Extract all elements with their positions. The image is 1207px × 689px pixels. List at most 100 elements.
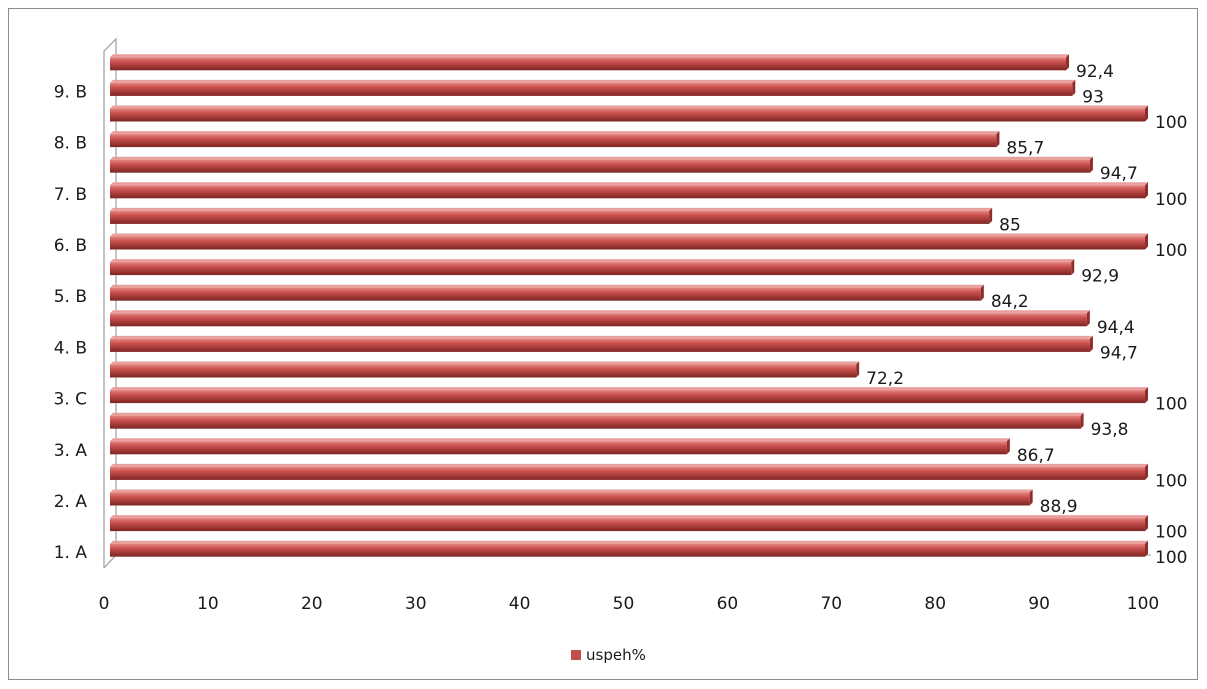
data-label: 100	[1155, 471, 1187, 491]
bar-end	[1066, 54, 1070, 71]
legend: uspeh%	[571, 646, 646, 664]
bar	[110, 463, 1148, 480]
x-tick-label: 10	[197, 594, 219, 614]
bar	[110, 156, 1093, 173]
data-label: 100	[1155, 523, 1187, 543]
bar-end	[996, 131, 1000, 148]
category-label: 8. B	[54, 134, 87, 154]
data-label: 88,9	[1040, 497, 1078, 517]
bar	[110, 233, 1148, 250]
bar-top	[110, 105, 1148, 109]
bar-top	[110, 259, 1075, 263]
bar-end	[980, 284, 984, 301]
bar-top	[110, 463, 1148, 467]
bar-end	[1145, 515, 1148, 532]
category-label: 4. B	[54, 338, 87, 358]
bar	[110, 310, 1090, 327]
bar-end	[1145, 182, 1148, 199]
bar-front	[110, 543, 1145, 557]
bar	[110, 361, 860, 378]
data-label: 85,7	[1006, 139, 1044, 159]
bar-front	[110, 236, 1145, 250]
bar	[110, 284, 984, 301]
bar-top	[110, 233, 1148, 237]
bar-end	[1089, 335, 1093, 352]
bar-front	[110, 313, 1087, 327]
bar-front	[110, 492, 1030, 506]
bar-front	[110, 57, 1067, 71]
bar-end	[1089, 156, 1093, 173]
legend-label: uspeh%	[586, 646, 646, 664]
data-label: 84,2	[991, 292, 1029, 312]
data-label: 86,7	[1017, 446, 1055, 466]
bar	[110, 387, 1148, 404]
bar-end	[989, 207, 993, 224]
bar-end	[1145, 233, 1148, 250]
bar-front	[110, 82, 1073, 96]
bar-front	[110, 364, 857, 378]
data-label: 94,7	[1100, 343, 1138, 363]
bar-top	[110, 54, 1070, 58]
bar	[110, 489, 1033, 506]
data-label: 92,9	[1081, 267, 1119, 287]
data-label: 100	[1155, 241, 1187, 261]
bar-end	[1006, 438, 1010, 455]
data-label: 92,4	[1076, 62, 1114, 82]
bar-front	[110, 185, 1145, 199]
bar	[110, 79, 1076, 96]
bar-front	[110, 338, 1090, 352]
data-label: 100	[1155, 190, 1187, 210]
bar-end	[856, 361, 860, 378]
x-tick-label: 70	[820, 594, 842, 614]
bar-end	[1145, 105, 1148, 122]
category-label: 1. A	[54, 543, 88, 563]
bar-front	[110, 287, 981, 301]
bar	[110, 259, 1075, 276]
bar-front	[110, 159, 1090, 173]
bar-top	[110, 412, 1084, 416]
bar-top	[110, 438, 1010, 442]
bars-layer	[110, 54, 1148, 557]
data-label: 93,8	[1091, 420, 1129, 440]
bar-top	[110, 156, 1093, 160]
bar-top	[110, 515, 1148, 519]
bar	[110, 412, 1084, 429]
x-tick-label: 40	[509, 594, 531, 614]
bar-top	[110, 335, 1093, 339]
x-tick-label: 90	[1028, 594, 1050, 614]
bar-end	[1071, 259, 1075, 276]
category-label: 3. A	[54, 441, 88, 461]
bar-end	[1080, 412, 1084, 429]
bar-top	[110, 207, 993, 211]
x-tick-label: 0	[99, 594, 110, 614]
bar-front	[110, 134, 997, 148]
data-label: 100	[1155, 548, 1187, 568]
data-label: 100	[1155, 395, 1187, 415]
x-tick-label: 60	[717, 594, 739, 614]
x-tick-label: 80	[924, 594, 946, 614]
category-label: 5. B	[54, 287, 87, 307]
bar	[110, 105, 1148, 122]
category-label: 9. B	[54, 82, 87, 102]
bar	[110, 207, 993, 224]
bar-top	[110, 489, 1033, 493]
data-labels-layer: 100 100 88,9 100 86,7 93,8 100 72,2 94,7 94,4 84,2…	[866, 62, 1187, 568]
bar-top	[110, 310, 1090, 314]
category-label: 6. B	[54, 236, 87, 256]
bar	[110, 54, 1070, 71]
bar-end	[1145, 540, 1148, 557]
legend-swatch	[571, 650, 581, 660]
bar-front	[110, 210, 990, 224]
x-tick-label: 100	[1127, 594, 1159, 614]
x-tick-label: 30	[405, 594, 427, 614]
bar-end	[1145, 463, 1148, 480]
bar-front	[110, 390, 1145, 404]
bar-front	[110, 518, 1145, 532]
data-label: 85	[999, 215, 1021, 235]
x-tick-label: 50	[613, 594, 635, 614]
bar-top	[110, 182, 1148, 186]
bar-front	[110, 108, 1145, 122]
bar-top	[110, 387, 1148, 391]
bar-top	[110, 284, 984, 288]
